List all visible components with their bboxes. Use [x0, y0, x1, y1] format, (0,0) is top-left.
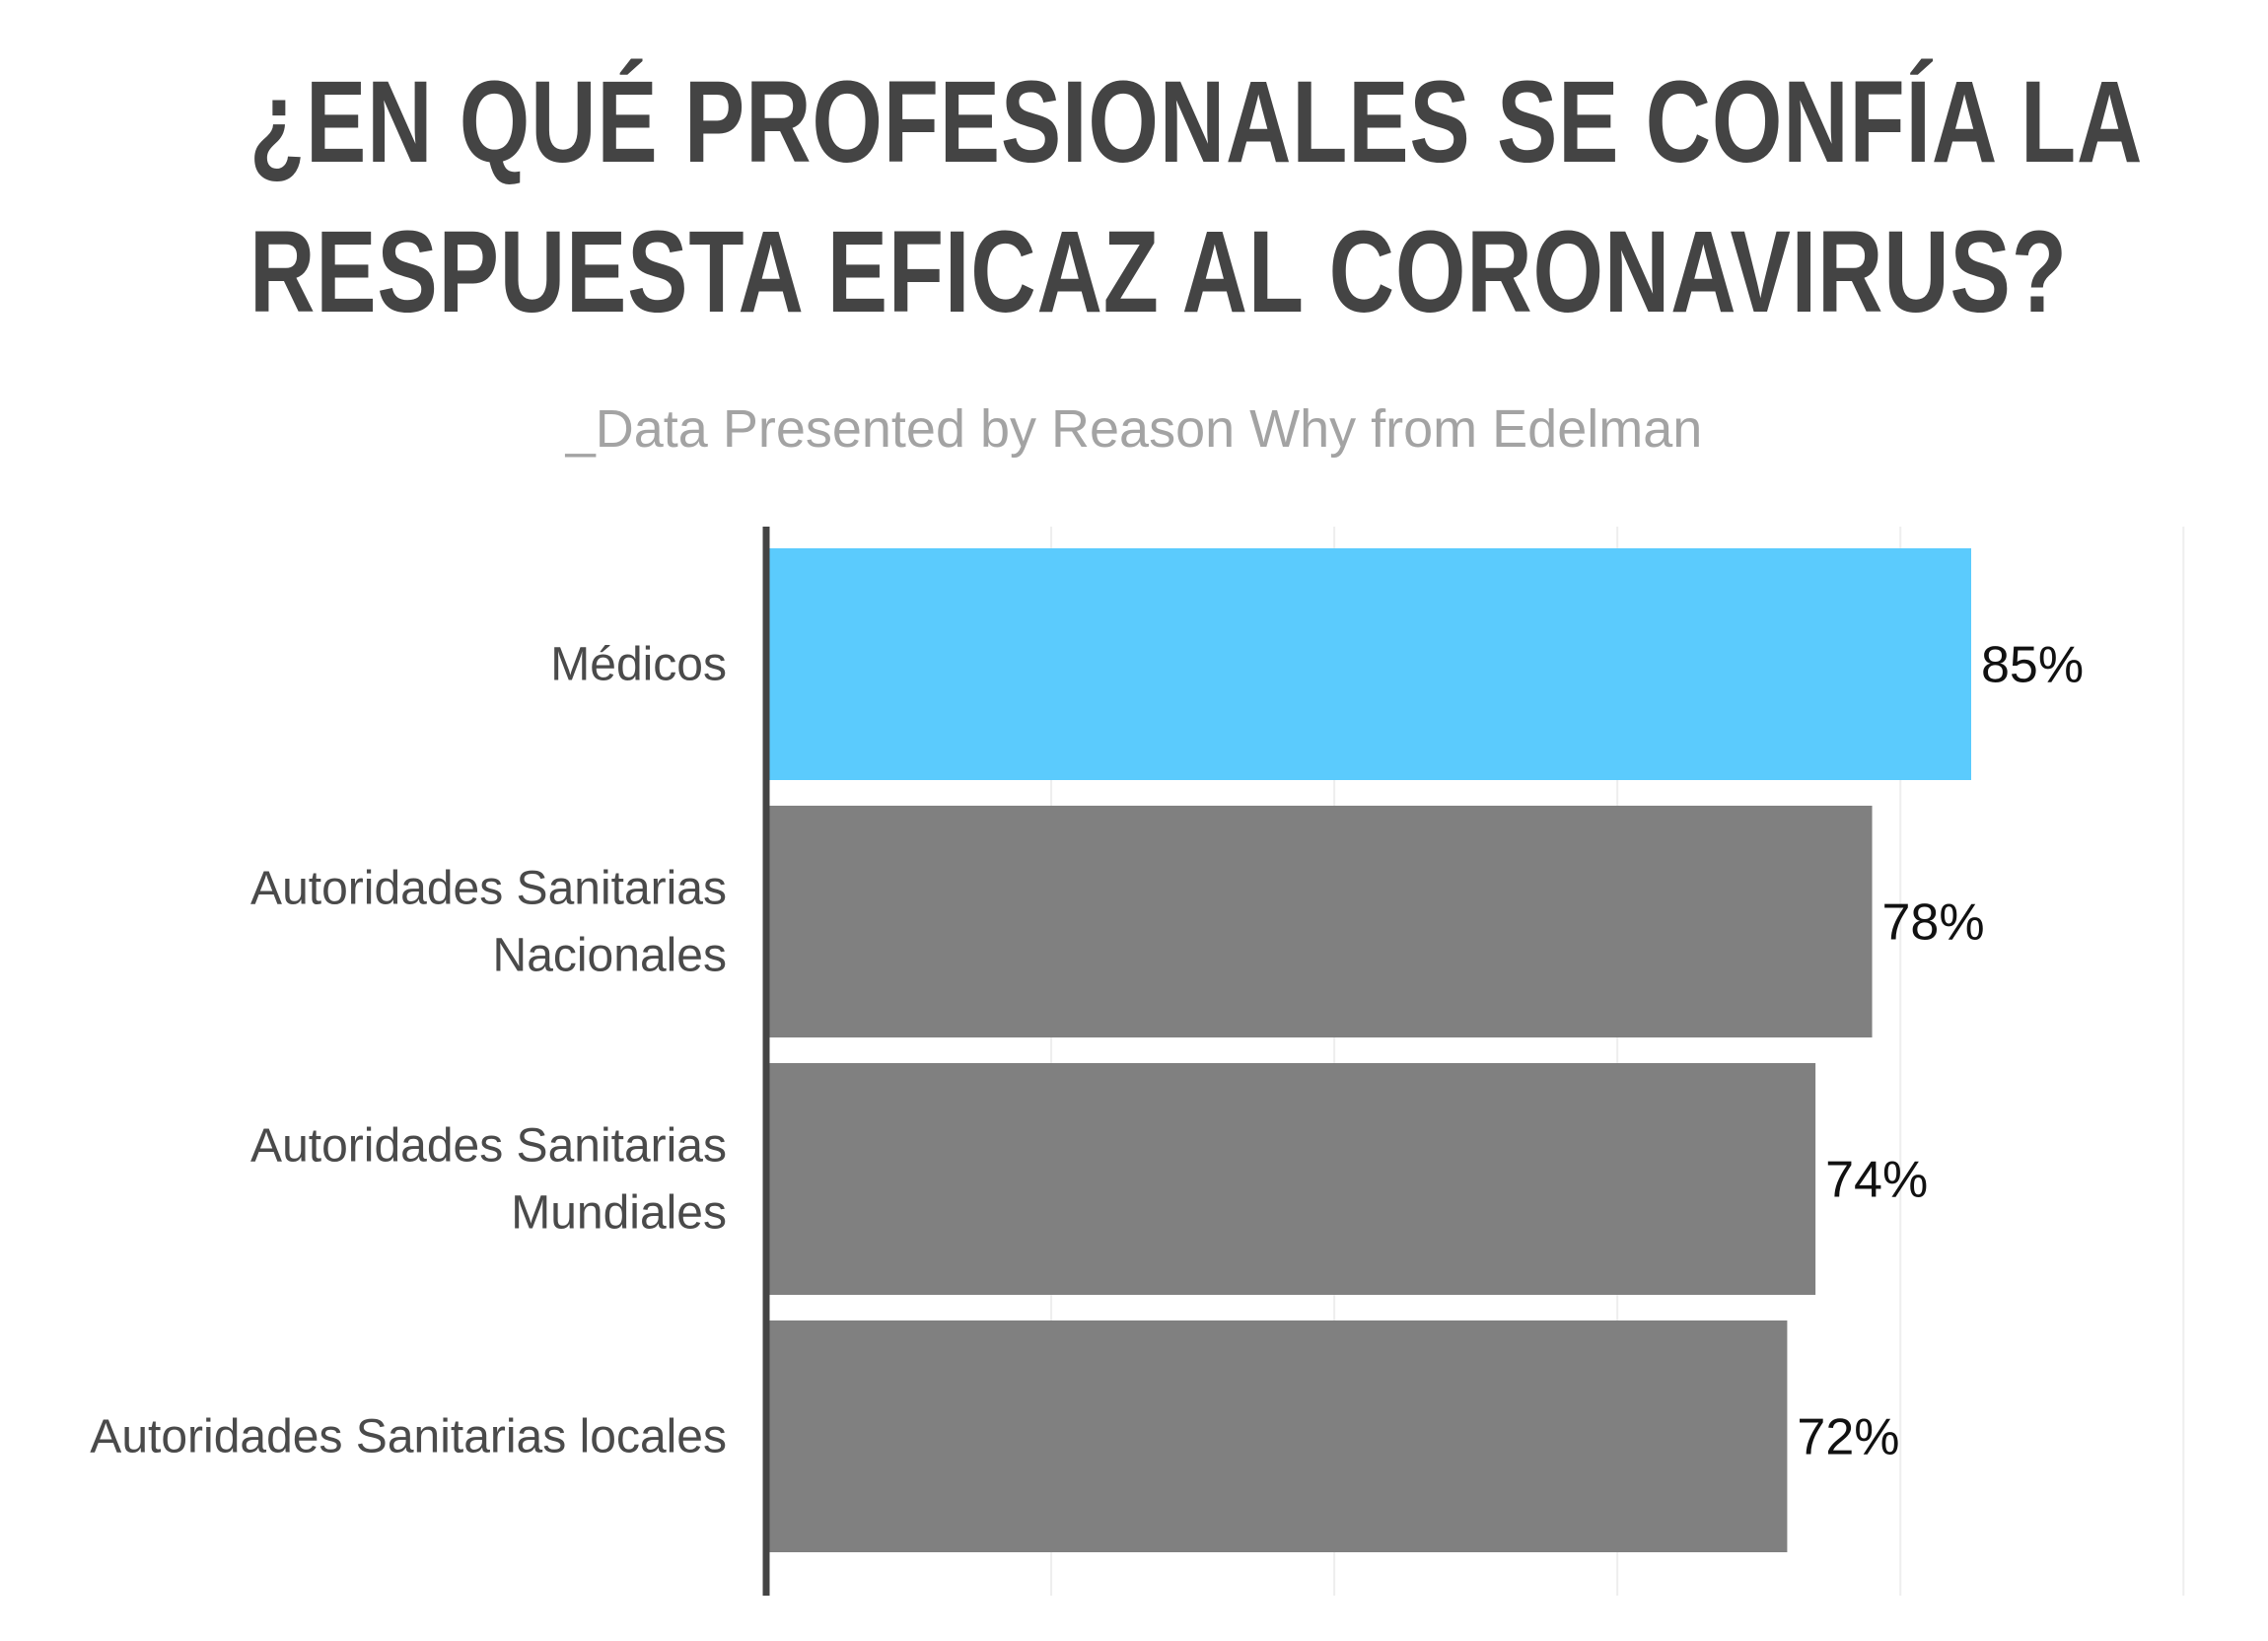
category-label: Médicos	[550, 639, 727, 691]
bar-4	[768, 1320, 1788, 1552]
value-label: 72%	[1797, 1409, 1899, 1466]
bar-1	[768, 548, 1971, 780]
bar-2	[768, 806, 1873, 1037]
chart-subtitle: _Data Presented by Reason Why from Edelm…	[565, 399, 1703, 459]
category-label: Autoridades Sanitarias Mundiales	[250, 1120, 727, 1240]
value-label: 85%	[1981, 637, 2084, 694]
value-label: 78%	[1882, 894, 1985, 952]
value-labels: 85% 78% 74% 72%	[1797, 637, 2084, 1466]
chart-title-line-1: ¿EN QUÉ PROFESIONALES SE CONFÍA LA	[249, 57, 2144, 187]
bars	[768, 548, 1971, 1552]
category-labels: Médicos Autoridades Sanitarias Nacionales A…	[90, 639, 727, 1463]
category-label: Autoridades Sanitarias Nacionales	[250, 863, 727, 982]
chart-title: ¿EN QUÉ PROFESIONALES SE CONFÍA LA RESPU…	[249, 47, 2144, 347]
value-label: 74%	[1825, 1152, 1928, 1209]
chart-title-line-2: RESPUESTA EFICAZ AL CORONAVIRUS?	[249, 207, 2068, 337]
category-label: Autoridades Sanitarias locales	[90, 1411, 727, 1463]
bar-3	[768, 1063, 1816, 1295]
